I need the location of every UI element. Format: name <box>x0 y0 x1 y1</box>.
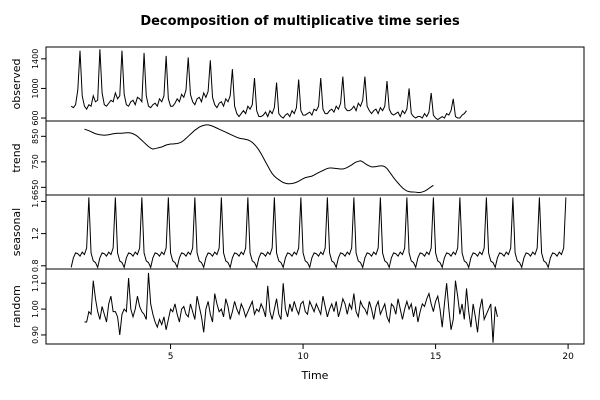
observed-y-tick-label: 600 <box>31 110 40 125</box>
x-tick-label: 20 <box>562 352 574 362</box>
trend-y-tick-label: 850 <box>31 129 40 144</box>
random-y-tick-label: 0.90 <box>31 326 40 344</box>
x-axis-label: Time <box>301 369 329 382</box>
observed-y-tick-label: 1000 <box>31 78 40 98</box>
x-tick-label: 5 <box>168 352 174 362</box>
seasonal-y-axis-label: seasonal <box>10 208 23 256</box>
random-panel-frame <box>45 268 585 345</box>
panel-trend: 650 750 850 trend <box>10 120 585 196</box>
seasonal-y-tick-label: 0.8 <box>31 259 40 272</box>
panel-seasonal: 0.8 1.2 1.6 seasonal <box>10 194 585 272</box>
seasonal-y-tick-label: 1.2 <box>31 227 40 240</box>
seasonal-series-line <box>70 197 567 269</box>
x-tick-label: 10 <box>297 352 309 362</box>
trend-series-line <box>84 124 434 193</box>
trend-y-tick-label: 650 <box>31 180 40 195</box>
x-axis: 5 10 15 20 <box>168 344 574 362</box>
trend-y-tick-label: 750 <box>31 154 40 169</box>
trend-panel-frame <box>45 120 585 196</box>
observed-y-axis-label: observed <box>10 59 23 110</box>
panels-group: 600 1000 1400 observed 650 750 850 trend 0.8 1.2 1… <box>10 46 585 345</box>
random-series-line <box>84 272 498 343</box>
observed-series-line <box>70 49 467 121</box>
panel-random: 0.90 1.00 1.10 random <box>10 268 585 345</box>
seasonal-y-tick-label: 1.6 <box>31 195 40 208</box>
random-y-tick-label: 1.00 <box>31 300 40 318</box>
chart-title: Decomposition of multiplicative time ser… <box>140 14 460 29</box>
x-tick-label: 15 <box>430 352 441 362</box>
panel-observed: 600 1000 1400 observed <box>10 46 585 126</box>
random-y-tick-label: 1.10 <box>31 274 40 292</box>
random-y-axis-label: random <box>10 285 23 328</box>
trend-y-axis-label: trend <box>10 143 23 172</box>
observed-y-tick-label: 1400 <box>31 49 40 69</box>
